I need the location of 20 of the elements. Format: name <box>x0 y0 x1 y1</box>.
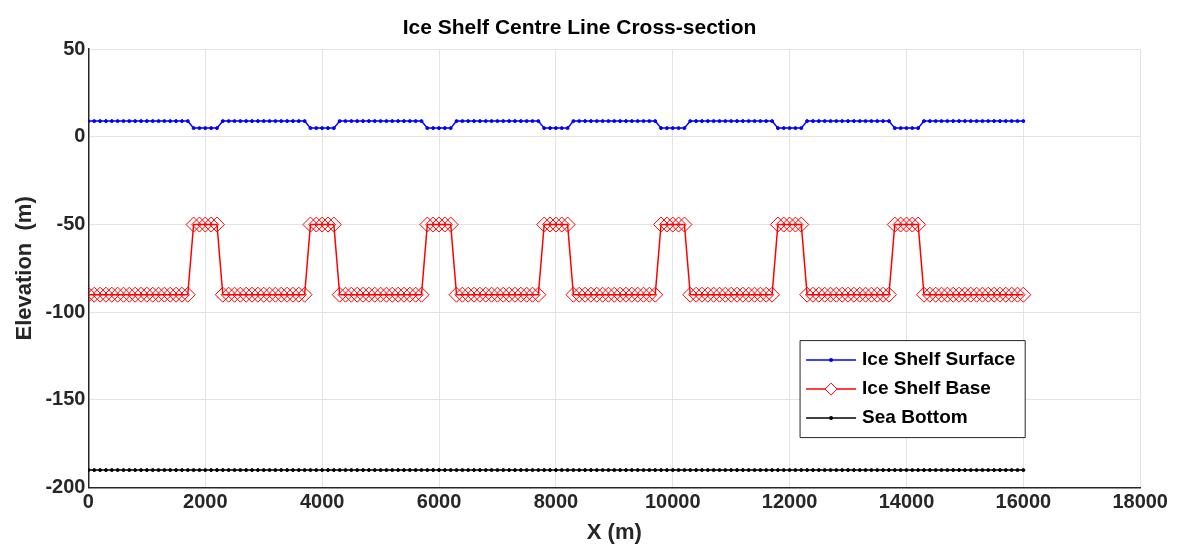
x-axis-title: X (m) <box>586 518 642 544</box>
y-tick-label: 50 <box>63 36 86 59</box>
x-tick-label: 4000 <box>299 490 345 513</box>
x-tick-label: 6000 <box>416 490 462 513</box>
y-axis-title: Elevation (m) <box>11 196 37 341</box>
x-tick-label: 10000 <box>644 490 701 513</box>
legend-label: Sea Bottom <box>862 406 968 428</box>
legend-label: Ice Shelf Base <box>862 377 991 399</box>
x-tick-label: 2000 <box>183 490 228 513</box>
y-tick-label: -100 <box>45 299 86 322</box>
x-tick-label: 16000 <box>995 490 1052 513</box>
y-tick-label: 0 <box>74 124 86 147</box>
y-tick-label: -50 <box>56 212 86 235</box>
x-tick-label: 12000 <box>761 490 818 513</box>
x-tick-label: 14000 <box>878 490 935 513</box>
x-tick-label: 8000 <box>533 490 579 513</box>
legend-label: Ice Shelf Surface <box>862 348 1016 370</box>
chart-title: Ice Shelf Centre Line Cross-section <box>402 15 757 39</box>
x-tick-label: 18000 <box>1112 490 1168 513</box>
y-tick-label: -150 <box>45 387 86 410</box>
